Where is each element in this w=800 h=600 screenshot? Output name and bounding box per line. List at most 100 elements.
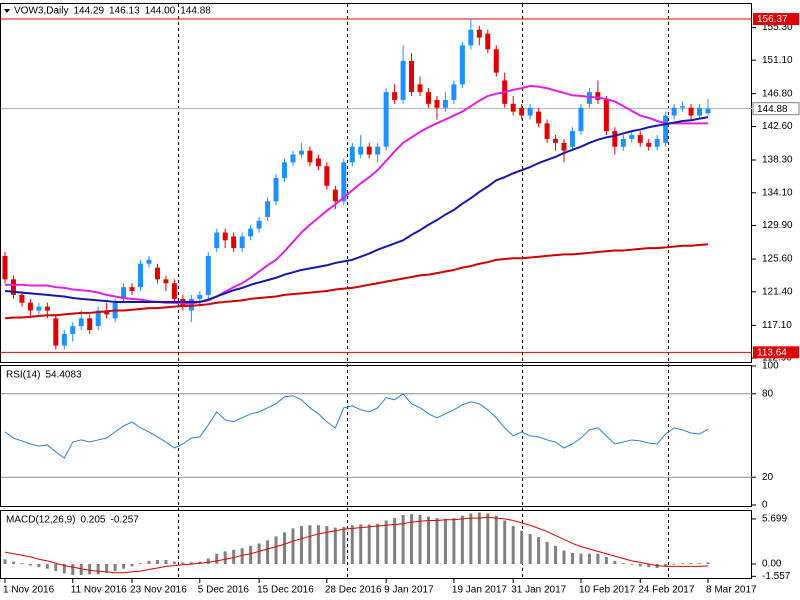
x-tick-label: 28 Dec 2016 [325, 585, 382, 596]
macd-bar [562, 550, 566, 564]
macd-bar [376, 523, 380, 564]
candle-body [476, 29, 482, 38]
x-tick-label: 31 Jan 2017 [511, 585, 566, 596]
y-tick-label: 117.10 [762, 320, 792, 331]
macd-bar [333, 527, 337, 564]
candle-body [485, 33, 491, 50]
macd-bar [613, 560, 617, 564]
y-tick-label: 121.40 [762, 286, 793, 297]
candle-body [205, 255, 211, 295]
candle-body [256, 220, 262, 229]
candle-body [121, 287, 127, 299]
candle-body [10, 279, 16, 295]
macd-panel-frame [0, 510, 752, 579]
candle-body [95, 310, 101, 327]
candle-body [341, 162, 347, 202]
indicator-value: -0.257 [111, 515, 140, 526]
candle-body [290, 154, 296, 163]
macd-bar [20, 563, 24, 564]
macd-bar [418, 514, 422, 564]
candle-body [392, 92, 398, 100]
y-tick-label: 125.60 [762, 254, 793, 265]
macd-bar [181, 562, 185, 564]
candle-body [163, 279, 169, 284]
candle-body [146, 259, 152, 264]
signal-line [4, 516, 709, 574]
macd-bar [96, 563, 100, 575]
candle-body [239, 236, 245, 249]
macd-bar [393, 518, 397, 564]
y-tick-label: 134.10 [762, 187, 793, 198]
candle-body [451, 84, 457, 100]
macd-bar [105, 563, 109, 573]
macd-bar [79, 563, 83, 576]
candle-body [527, 107, 533, 116]
last-price-label: 144.88 [757, 104, 788, 115]
candle-body [53, 318, 59, 346]
candle-body [620, 138, 626, 147]
chart-title: VOW3,Daily [14, 6, 68, 17]
macd-bar [443, 518, 447, 564]
candle-body [307, 150, 313, 163]
candle-body [612, 131, 618, 147]
macd-bar [3, 559, 7, 564]
macd-bar [37, 563, 41, 568]
candle-body [231, 236, 237, 249]
candle-body [104, 310, 110, 315]
macd-bar [435, 518, 439, 564]
candle-body [510, 103, 516, 112]
macd-bar [647, 563, 651, 568]
ohlc-value: 144.00 [145, 6, 176, 17]
candle-body [629, 135, 635, 139]
candle-body [70, 326, 76, 334]
macd-bar [672, 563, 676, 565]
macd-bar [537, 537, 541, 564]
candle-body [27, 302, 33, 311]
macd-bar [359, 524, 363, 564]
candle-body [19, 294, 25, 303]
menu-arrow[interactable] [4, 9, 10, 13]
x-tick-label: 23 Nov 2016 [130, 585, 187, 596]
candle-body [383, 92, 389, 147]
macd-bar [681, 563, 685, 564]
candle-body [366, 146, 372, 155]
candle-body [442, 99, 448, 108]
macd-bar [291, 528, 295, 564]
macd-bar [596, 553, 600, 564]
indicator-title: RSI(14) [6, 370, 40, 381]
macd-bar [630, 563, 634, 565]
candle-body [603, 99, 609, 132]
candle-body [680, 106, 686, 108]
macd-bar [28, 563, 32, 566]
macd-bar [410, 514, 414, 564]
candle-body [129, 287, 135, 292]
y-tick-label: -1.557 [762, 571, 791, 582]
macd-bar [528, 533, 532, 564]
macd-bar [689, 563, 693, 564]
macd-bar [240, 548, 244, 564]
level-label-box [753, 13, 799, 26]
candle-body [358, 146, 364, 155]
macd-bar [426, 516, 430, 564]
x-tick-label: 1 Nov 2016 [3, 585, 55, 596]
y-tick-label: 0.00 [762, 559, 782, 570]
candle-body [248, 228, 254, 237]
x-tick-label: 15 Dec 2016 [257, 585, 314, 596]
candle-body [553, 138, 559, 143]
candle-body [78, 318, 84, 327]
candle-body [61, 333, 67, 346]
macd-bar [325, 526, 329, 564]
macd-bar [477, 512, 481, 564]
candle-body [697, 107, 703, 116]
candle-body [298, 150, 304, 155]
macd-bar [570, 552, 574, 564]
moving-average [4, 243, 709, 320]
x-tick-label: 9 Jan 2017 [384, 585, 434, 596]
candle-body [222, 232, 228, 241]
x-tick-label: 11 Nov 2016 [71, 585, 127, 596]
candle-body [468, 29, 474, 46]
x-tick-label: 5 Dec 2016 [198, 585, 250, 596]
candle-body [586, 92, 592, 104]
